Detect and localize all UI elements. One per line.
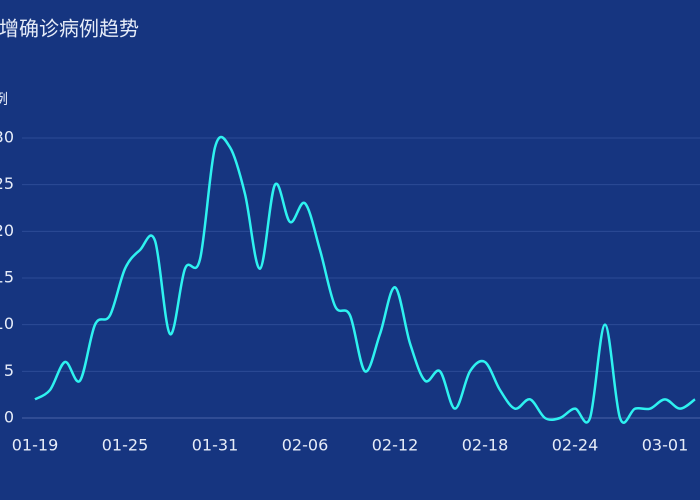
x-tick-label: 02-24 [552,436,599,455]
y-tick-label: 30 [0,128,14,147]
y-tick-label: 15 [0,268,14,287]
chart-title: 新增确诊病例趋势 [0,17,139,41]
x-tick-label: 01-19 [12,436,59,455]
trend-line [34,135,696,424]
y-tick-label: 10 [0,314,14,333]
y-tick-label: 25 [0,174,14,193]
x-tick-label: 01-25 [102,436,149,455]
y-tick-label: 5 [4,361,14,380]
y-tick-label: 20 [0,221,14,240]
y-tick-label: 0 [4,408,14,427]
x-tick-label: 02-06 [282,436,329,455]
x-tick-label: 01-31 [192,436,239,455]
x-tick-label: 02-12 [372,436,419,455]
x-tick-label: 02-18 [462,436,509,455]
x-tick-label: 03-01 [642,436,689,455]
y-axis-label: 例 [0,92,8,108]
